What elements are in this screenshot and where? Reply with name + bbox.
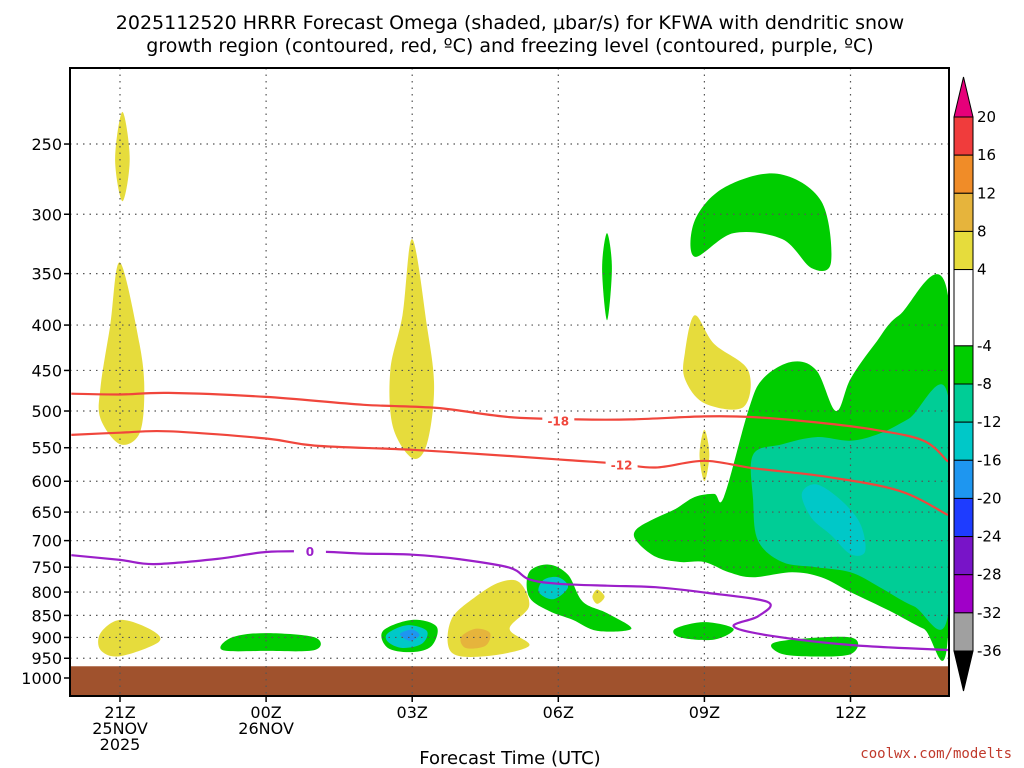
x-tick-label: 25NOV xyxy=(92,719,148,738)
colorbar-band xyxy=(953,154,974,194)
colorbar-label: 20 xyxy=(977,108,996,126)
colorbar-band xyxy=(953,536,974,576)
colorbar-band xyxy=(953,230,974,271)
colorbar-label: -8 xyxy=(977,375,992,393)
y-tick-label: 800 xyxy=(31,583,62,602)
colorbar-band xyxy=(953,116,974,156)
colorbar-label: -32 xyxy=(977,604,1002,622)
omega-shaded-region xyxy=(115,111,130,202)
x-tick-label: 26NOV xyxy=(238,719,294,738)
credit-text: coolwx.com/modelts xyxy=(860,746,1012,762)
omega-shaded-region xyxy=(602,233,612,321)
x-tick-label: 00Z xyxy=(250,703,281,722)
y-tick-label: 750 xyxy=(31,558,62,577)
colorbar-label: -36 xyxy=(977,642,1002,660)
x-tick-label: 06Z xyxy=(543,703,574,722)
colorbar-band xyxy=(953,383,974,423)
plot-frame xyxy=(69,67,950,697)
colorbar-band xyxy=(953,345,974,385)
y-tick-label: 300 xyxy=(31,205,62,224)
y-tick-label: 900 xyxy=(31,628,62,647)
colorbar-band xyxy=(953,574,974,614)
dgz-12-label-bg xyxy=(605,456,638,473)
omega-shaded-region xyxy=(592,589,605,604)
colorbar-label: -12 xyxy=(977,413,1002,431)
omega-shaded-region xyxy=(447,579,530,657)
colorbar-label: 8 xyxy=(977,222,987,240)
colorbar-band xyxy=(953,192,974,232)
chart-title-line1: 2025112520 HRRR Forecast Omega (shaded, … xyxy=(116,12,904,34)
freezing-level-contour xyxy=(71,550,948,652)
y-axis: 250 300 350 400 450 500 550 600 650 700 750 800 850 9… xyxy=(21,135,70,688)
x-tick-label: 21Z xyxy=(104,703,135,722)
dgz-18-label-bg xyxy=(542,412,575,429)
omega-shaded-region xyxy=(389,239,435,459)
omega-shaded-region xyxy=(699,429,710,482)
y-tick-label: 500 xyxy=(31,402,62,421)
y-tick-label: 550 xyxy=(31,439,62,458)
omega-shaded-region xyxy=(690,173,832,272)
omega-shaded-region xyxy=(460,628,491,649)
freezing-level-label-bg xyxy=(293,543,326,560)
omega-shaded-region xyxy=(98,619,161,657)
y-tick-label: 400 xyxy=(31,316,62,335)
colorbar-label: 4 xyxy=(977,261,987,279)
colorbar-band xyxy=(953,497,974,538)
dgz-18-label: -18 xyxy=(547,414,569,428)
omega-shaded-region xyxy=(526,564,632,632)
colorbar-band xyxy=(953,269,974,347)
colorbar-top-arrow xyxy=(953,76,974,118)
colorbar-band xyxy=(953,612,974,652)
freezing-level-label: 0 xyxy=(306,545,314,559)
dgz-12-label: -12 xyxy=(611,458,633,472)
grid-lines xyxy=(70,68,949,696)
omega-shaded-region xyxy=(683,315,751,410)
x-tick-label: 09Z xyxy=(689,703,720,722)
colorbar-label: -16 xyxy=(977,451,1002,469)
dgz-12-contour xyxy=(71,429,949,516)
y-tick-label: 850 xyxy=(31,606,62,625)
y-tick-label: 250 xyxy=(31,135,62,154)
ground-surface xyxy=(70,666,949,696)
colorbar-label: 16 xyxy=(977,146,996,164)
colorbar-label: 12 xyxy=(977,184,996,202)
y-tick-label: 1000 xyxy=(21,669,62,688)
contour-lines: -18 -12 0 xyxy=(71,391,949,652)
omega-shaded-region xyxy=(98,262,145,445)
x-tick-label: 03Z xyxy=(397,703,428,722)
plot-area xyxy=(70,111,949,696)
colorbar-bottom-arrow xyxy=(953,650,974,692)
y-tick-label: 350 xyxy=(31,265,62,284)
colorbar-band xyxy=(953,459,974,499)
colorbar: 20 16 12 8 4 -4 -8 -12 -16 -20 -24 -28 -32 -36 xyxy=(953,76,1002,692)
x-axis-label: Forecast Time (UTC) xyxy=(419,748,600,768)
y-tick-label: 450 xyxy=(31,361,62,380)
colorbar-label: -24 xyxy=(977,528,1002,546)
colorbar-label: -4 xyxy=(977,337,992,355)
y-tick-label: 950 xyxy=(31,649,62,668)
chart-title-line2: growth region (contoured, red, ºC) and f… xyxy=(146,35,873,57)
omega-shaded-region xyxy=(220,633,321,652)
y-tick-label: 650 xyxy=(31,503,62,522)
colorbar-band xyxy=(953,421,974,461)
omega-shaded-region xyxy=(673,622,734,641)
colorbar-label: -28 xyxy=(977,566,1002,584)
y-tick-label: 600 xyxy=(31,472,62,491)
omega-shaded-region xyxy=(750,384,949,630)
omega-shaded-region xyxy=(801,484,866,556)
colorbar-label: -20 xyxy=(977,489,1002,507)
omega-shaded-region xyxy=(771,636,859,657)
y-tick-label: 700 xyxy=(31,532,62,551)
x-tick-label: 12Z xyxy=(835,703,866,722)
x-tick-label: 2025 xyxy=(100,735,141,754)
